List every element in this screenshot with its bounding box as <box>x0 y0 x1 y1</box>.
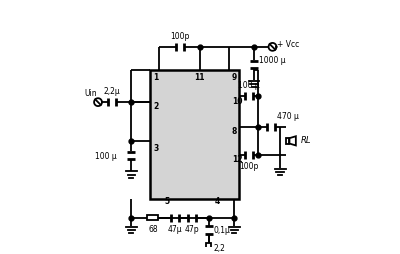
Text: 5: 5 <box>164 197 170 206</box>
Text: 100 µ: 100 µ <box>238 81 260 90</box>
Text: 470 µ: 470 µ <box>277 112 298 121</box>
Text: 3: 3 <box>153 144 158 153</box>
Text: 11: 11 <box>194 73 204 82</box>
Text: 68: 68 <box>148 225 158 233</box>
Text: 0,1µ: 0,1µ <box>213 226 230 235</box>
Text: 9: 9 <box>232 73 237 82</box>
Text: 100 µ: 100 µ <box>95 152 116 161</box>
Text: 2: 2 <box>153 102 158 111</box>
Text: 1: 1 <box>153 73 158 82</box>
Text: 47µ: 47µ <box>168 225 183 233</box>
Bar <box>206 243 211 254</box>
Text: + Vcc: + Vcc <box>278 40 300 49</box>
Text: 47p: 47p <box>185 225 200 233</box>
Text: 100p: 100p <box>170 32 190 41</box>
Text: 12: 12 <box>232 155 242 164</box>
Text: 8: 8 <box>232 127 237 136</box>
Text: 1000 µ: 1000 µ <box>260 56 286 65</box>
Text: 4: 4 <box>215 197 220 206</box>
Text: 2,2µ: 2,2µ <box>104 87 121 96</box>
Text: 2,2: 2,2 <box>213 244 225 253</box>
Polygon shape <box>290 136 296 146</box>
Bar <box>147 215 158 220</box>
Text: RL: RL <box>301 136 311 145</box>
Text: 10: 10 <box>232 97 242 106</box>
Text: 100p: 100p <box>239 162 258 171</box>
Bar <box>286 138 290 144</box>
Bar <box>150 70 239 199</box>
Text: Uin: Uin <box>84 89 97 98</box>
